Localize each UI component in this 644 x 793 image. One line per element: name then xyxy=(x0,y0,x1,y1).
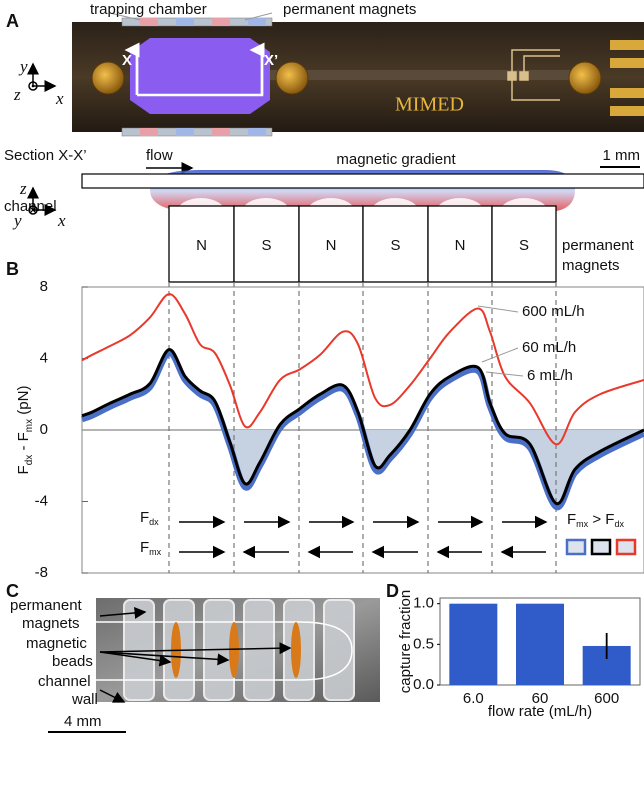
axis-glyph-label: x xyxy=(55,89,64,108)
annotation: permanent magnets xyxy=(283,1,416,18)
annotation: magnetic xyxy=(26,635,87,652)
subscript: mx xyxy=(24,419,35,432)
legend-swatch xyxy=(592,540,610,554)
port xyxy=(276,62,308,94)
annotation: beads xyxy=(52,653,93,670)
page: { "panel_a": { "label": "A", "trapping_c… xyxy=(0,0,644,793)
axis-glyph-label: x xyxy=(57,211,66,230)
panel-label: A xyxy=(6,11,19,31)
channel xyxy=(82,174,644,188)
label-part: > F xyxy=(588,511,614,528)
bar xyxy=(449,604,497,685)
annotation: permanent xyxy=(10,597,83,614)
y-tick-label: 8 xyxy=(40,278,48,295)
port xyxy=(569,62,601,94)
label-part: - F xyxy=(15,432,32,455)
section-mark: X’ xyxy=(264,52,278,69)
pole-label: S xyxy=(261,237,271,254)
subscript: dx xyxy=(614,519,624,529)
axis-glyph-label: y xyxy=(18,57,28,76)
y-tick-label: -4 xyxy=(35,492,48,509)
y-tick-label: 1.0 xyxy=(413,595,434,612)
annotation: magnets xyxy=(22,615,80,632)
y-axis-label: capture fraction xyxy=(397,590,414,693)
scale-label: 1 mm xyxy=(603,147,641,164)
pole-label: N xyxy=(196,237,207,254)
figure: A trapping chamber permanent magnets X X… xyxy=(0,0,644,793)
y-tick-label: 0.0 xyxy=(413,676,434,693)
legend-swatch xyxy=(567,540,585,554)
axis-glyph-label: z xyxy=(19,179,27,198)
series-label: 600 mL/h xyxy=(522,303,585,320)
section-mark: X xyxy=(122,52,132,69)
section-title: Section X-X’ xyxy=(4,147,87,164)
annotation: magnetic gradient xyxy=(336,151,456,168)
label: Fmx xyxy=(140,539,162,557)
port xyxy=(92,62,124,94)
series-label: 6 mL/h xyxy=(527,367,573,384)
label: Fmx > Fdx xyxy=(567,511,624,529)
series-label: 60 mL/h xyxy=(522,339,576,356)
annotation: permanent xyxy=(562,237,635,254)
axes-glyph xyxy=(29,64,55,90)
subscript: mx xyxy=(149,547,161,557)
annotation: trapping chamber xyxy=(90,1,207,18)
pole-label: N xyxy=(455,237,466,254)
trapping-chamber xyxy=(130,38,270,114)
x-axis-label: flow rate (mL/h) xyxy=(488,703,592,720)
annotation: channel xyxy=(38,673,91,690)
bar xyxy=(516,604,564,685)
label: Fdx - Fmx (pN) xyxy=(15,386,35,475)
pole-label: S xyxy=(390,237,400,254)
y-tick-label: -8 xyxy=(35,564,48,581)
axis-glyph-label: y xyxy=(12,211,22,230)
scale-label: 4 mm xyxy=(64,713,102,730)
label: Fdx xyxy=(140,509,159,527)
label-part: F xyxy=(567,511,576,528)
x-tick-label: 6.0 xyxy=(463,690,484,707)
y-tick-label: 4 xyxy=(40,349,48,366)
panel-label: B xyxy=(6,259,19,279)
label-part: (pN) xyxy=(15,386,32,419)
pole-label: N xyxy=(326,237,337,254)
label-part: F xyxy=(140,509,149,526)
pole-label: S xyxy=(519,237,529,254)
subscript: dx xyxy=(149,517,159,527)
device-name: MIMED xyxy=(395,94,464,116)
annotation: wall xyxy=(71,691,98,708)
label-part: F xyxy=(15,465,32,474)
y-tick-label: 0.5 xyxy=(413,635,434,652)
annotation: magnets xyxy=(562,257,620,274)
annotation: flow xyxy=(146,147,173,164)
subscript: mx xyxy=(576,519,588,529)
label-part: F xyxy=(140,539,149,556)
y-tick-label: 0 xyxy=(40,421,48,438)
leader xyxy=(482,348,518,362)
axis-glyph-label: z xyxy=(13,85,21,104)
x-tick-label: 600 xyxy=(594,690,619,707)
leader xyxy=(478,306,518,312)
subscript: dx xyxy=(24,455,35,466)
legend-swatch xyxy=(617,540,635,554)
